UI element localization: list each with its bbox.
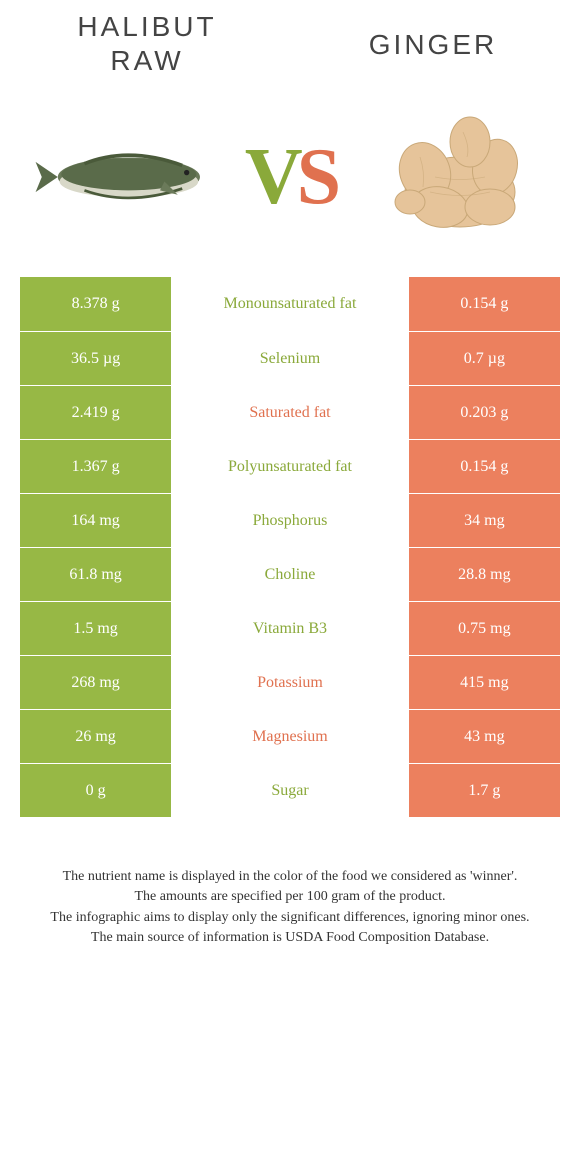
footnotes: The nutrient name is displayed in the co…: [30, 867, 550, 948]
value-right: 43 mg: [409, 710, 560, 763]
nutrient-label: Vitamin B3: [171, 602, 409, 655]
value-left: 0 g: [20, 764, 171, 817]
vs-label: VS: [245, 132, 335, 223]
table-row: 2.419 gSaturated fat0.203 g: [20, 385, 560, 439]
value-right: 0.203 g: [409, 386, 560, 439]
nutrient-label: Monounsaturated fat: [171, 277, 409, 331]
nutrient-label: Magnesium: [171, 710, 409, 763]
table-row: 8.378 gMonounsaturated fat0.154 g: [20, 277, 560, 331]
title-row: Halibut raw Ginger: [0, 0, 580, 77]
infographic-container: Halibut raw Ginger VS: [0, 0, 580, 948]
hero-row: VS: [0, 77, 580, 277]
footnote-line: The main source of information is USDA F…: [30, 928, 550, 948]
table-row: 36.5 µgSelenium0.7 µg: [20, 331, 560, 385]
vs-v: V: [245, 132, 297, 223]
footnote-line: The infographic aims to display only the…: [30, 908, 550, 928]
value-right: 34 mg: [409, 494, 560, 547]
value-left: 2.419 g: [20, 386, 171, 439]
value-right: 0.154 g: [409, 277, 560, 331]
vs-s: S: [297, 132, 336, 223]
title-left-line1: Halibut: [77, 11, 216, 42]
value-left: 8.378 g: [20, 277, 171, 331]
footnote-line: The amounts are specified per 100 gram o…: [30, 887, 550, 907]
nutrient-label: Potassium: [171, 656, 409, 709]
value-left: 164 mg: [20, 494, 171, 547]
table-row: 1.5 mgVitamin B30.75 mg: [20, 601, 560, 655]
title-left-line2: raw: [110, 45, 183, 76]
value-right: 0.7 µg: [409, 332, 560, 385]
ginger-image: [370, 107, 550, 247]
value-left: 26 mg: [20, 710, 171, 763]
table-row: 0 gSugar1.7 g: [20, 763, 560, 817]
value-right: 0.154 g: [409, 440, 560, 493]
value-right: 1.7 g: [409, 764, 560, 817]
nutrient-label: Sugar: [171, 764, 409, 817]
nutrient-label: Choline: [171, 548, 409, 601]
footnote-line: The nutrient name is displayed in the co…: [30, 867, 550, 887]
title-right: Ginger: [316, 10, 550, 77]
table-row: 26 mgMagnesium43 mg: [20, 709, 560, 763]
table-row: 164 mgPhosphorus34 mg: [20, 493, 560, 547]
value-left: 268 mg: [20, 656, 171, 709]
table-row: 1.367 gPolyunsaturated fat0.154 g: [20, 439, 560, 493]
value-left: 36.5 µg: [20, 332, 171, 385]
nutrient-label: Polyunsaturated fat: [171, 440, 409, 493]
value-left: 1.5 mg: [20, 602, 171, 655]
value-right: 0.75 mg: [409, 602, 560, 655]
nutrient-label: Selenium: [171, 332, 409, 385]
value-left: 1.367 g: [20, 440, 171, 493]
halibut-image: [30, 107, 210, 247]
comparison-table: 8.378 gMonounsaturated fat0.154 g36.5 µg…: [20, 277, 560, 817]
table-row: 268 mgPotassium415 mg: [20, 655, 560, 709]
value-right: 415 mg: [409, 656, 560, 709]
value-left: 61.8 mg: [20, 548, 171, 601]
value-right: 28.8 mg: [409, 548, 560, 601]
table-row: 61.8 mgCholine28.8 mg: [20, 547, 560, 601]
nutrient-label: Saturated fat: [171, 386, 409, 439]
title-left: Halibut raw: [30, 10, 264, 77]
nutrient-label: Phosphorus: [171, 494, 409, 547]
